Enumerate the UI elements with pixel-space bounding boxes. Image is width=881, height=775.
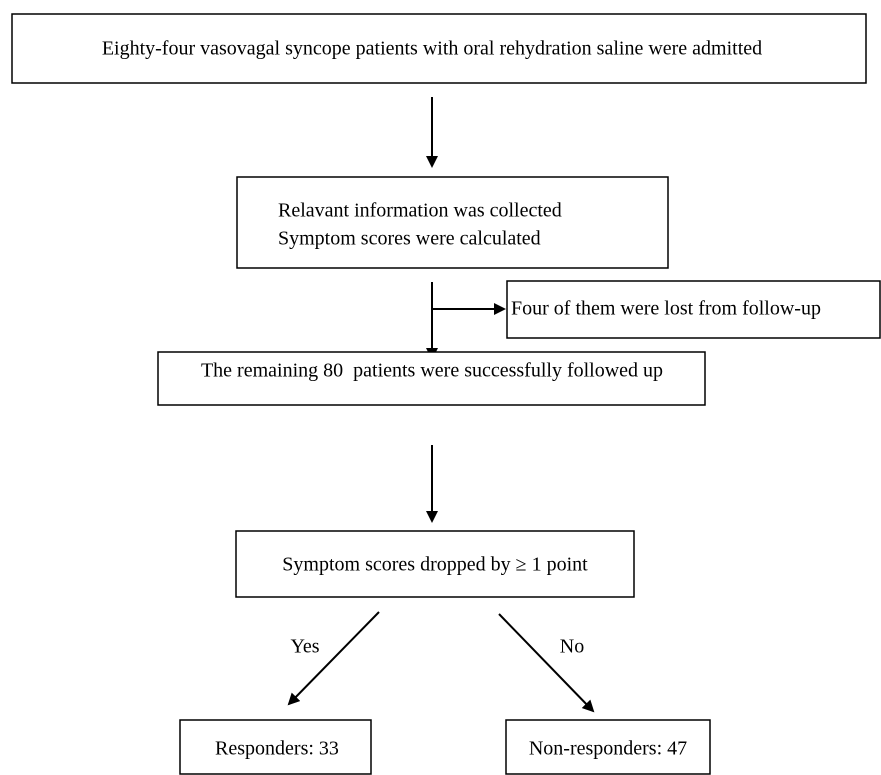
nonresponders-text: Non-responders: 47 <box>529 738 687 760</box>
responders-text: Responders: 33 <box>215 738 339 760</box>
followup-box <box>157 351 706 406</box>
responders-box <box>179 719 372 775</box>
admission-box <box>11 13 867 84</box>
decision-text: Symptom scores dropped by ≥ 1 point <box>282 554 588 576</box>
decision-box <box>235 530 635 598</box>
no-label: No <box>560 636 584 658</box>
collection-box <box>236 176 669 269</box>
nonresponders-box <box>505 719 711 775</box>
lost-box <box>506 280 881 339</box>
collection-text: Symptom scores were calculated <box>278 228 541 250</box>
collection-text: Relavant information was collected <box>278 200 562 222</box>
admission-text: Eighty-four vasovagal syncope patients w… <box>102 38 762 60</box>
lost-text: Four of them were lost from follow-up <box>511 298 821 320</box>
yes-label: Yes <box>290 636 319 658</box>
followup-text: The remaining 80 patients were successfu… <box>201 360 663 382</box>
arrow <box>498 613 595 713</box>
arrow <box>287 611 380 706</box>
